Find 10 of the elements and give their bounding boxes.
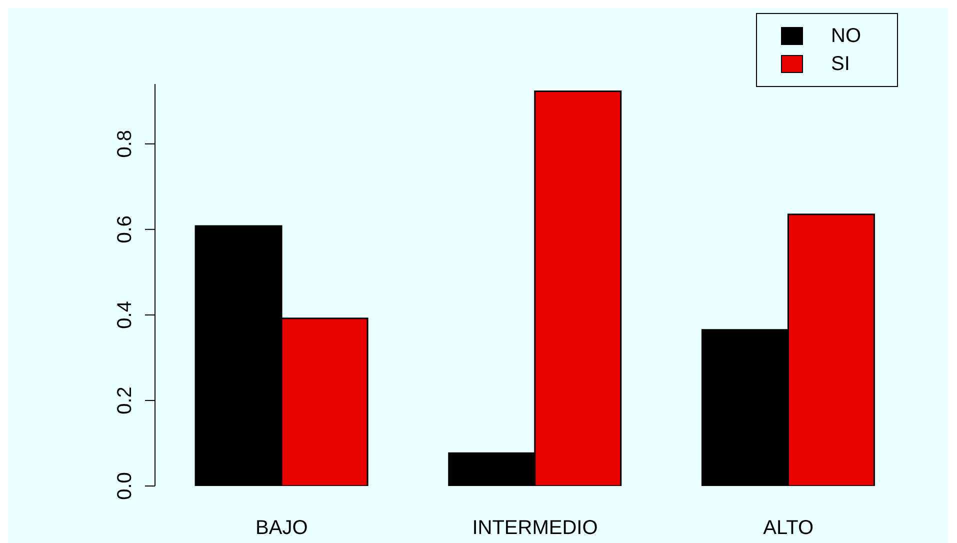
x-tick-label: ALTO [763,517,814,539]
y-tick-label: 0.4 [114,301,136,329]
y-tick-label: 0.8 [114,130,136,158]
y-tick-label: 0.0 [114,472,136,500]
legend-label: NO [831,24,862,48]
y-tick-label: 0.2 [114,386,136,414]
x-tick-label: INTERMEDIO [472,517,598,539]
legend-label: SI [831,52,851,76]
y-tick-label: 0.6 [114,216,136,244]
x-tick-label: BAJO [256,517,308,539]
